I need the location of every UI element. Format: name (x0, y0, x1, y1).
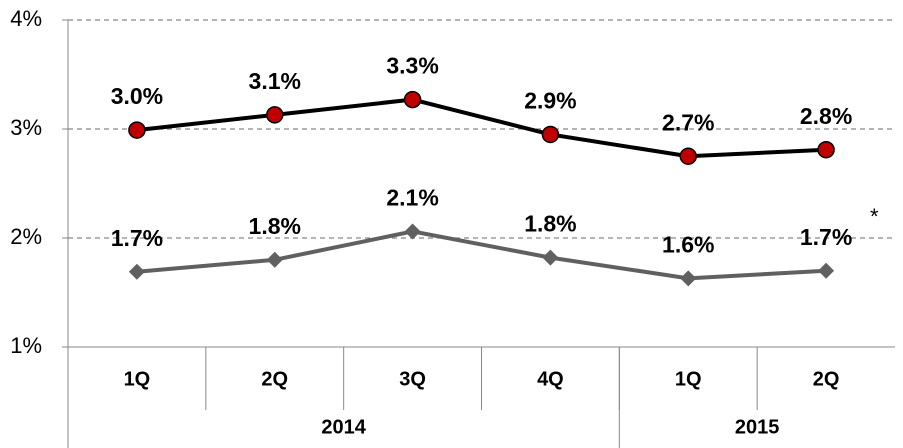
value-label: 1.8% (249, 213, 301, 239)
marker (128, 263, 145, 280)
y-tick-label: 1% (10, 333, 42, 358)
group-label: 2015 (735, 416, 780, 438)
value-label: 2.8% (800, 103, 852, 129)
value-label: 1.7% (111, 225, 163, 251)
marker (542, 249, 559, 266)
value-label: 3.3% (386, 53, 438, 79)
marker (266, 251, 283, 268)
series-line (136, 97, 827, 159)
y-tick-label: 4% (10, 6, 42, 31)
x-tick-label: 2Q (261, 368, 288, 390)
marker (541, 125, 560, 144)
marker (128, 121, 146, 139)
marker (403, 90, 422, 109)
marker (817, 140, 835, 159)
marker (680, 270, 697, 287)
value-label: 1.6% (662, 231, 714, 257)
marker (679, 147, 697, 165)
series-line (136, 229, 827, 281)
marker (404, 223, 421, 240)
x-tick-label: 4Q (537, 368, 564, 390)
value-label: 2.7% (662, 109, 714, 135)
value-label: 2.9% (524, 88, 576, 114)
value-label: 3.0% (111, 83, 163, 109)
value-label: 2.1% (386, 185, 438, 211)
group-label: 2014 (321, 416, 366, 438)
value-label: 1.7% (800, 224, 852, 250)
marker (266, 106, 284, 124)
annotation: * (870, 204, 879, 229)
x-tick-label: 2Q (813, 368, 840, 390)
value-label: 1.8% (524, 211, 576, 237)
x-tick-label: 3Q (399, 368, 426, 390)
y-tick-label: 2% (10, 224, 42, 249)
value-label: 3.1% (249, 68, 301, 94)
y-tick-label: 3% (10, 115, 42, 140)
x-tick-label: 1Q (675, 368, 702, 390)
marker (818, 262, 835, 279)
x-tick-label: 1Q (124, 368, 151, 390)
